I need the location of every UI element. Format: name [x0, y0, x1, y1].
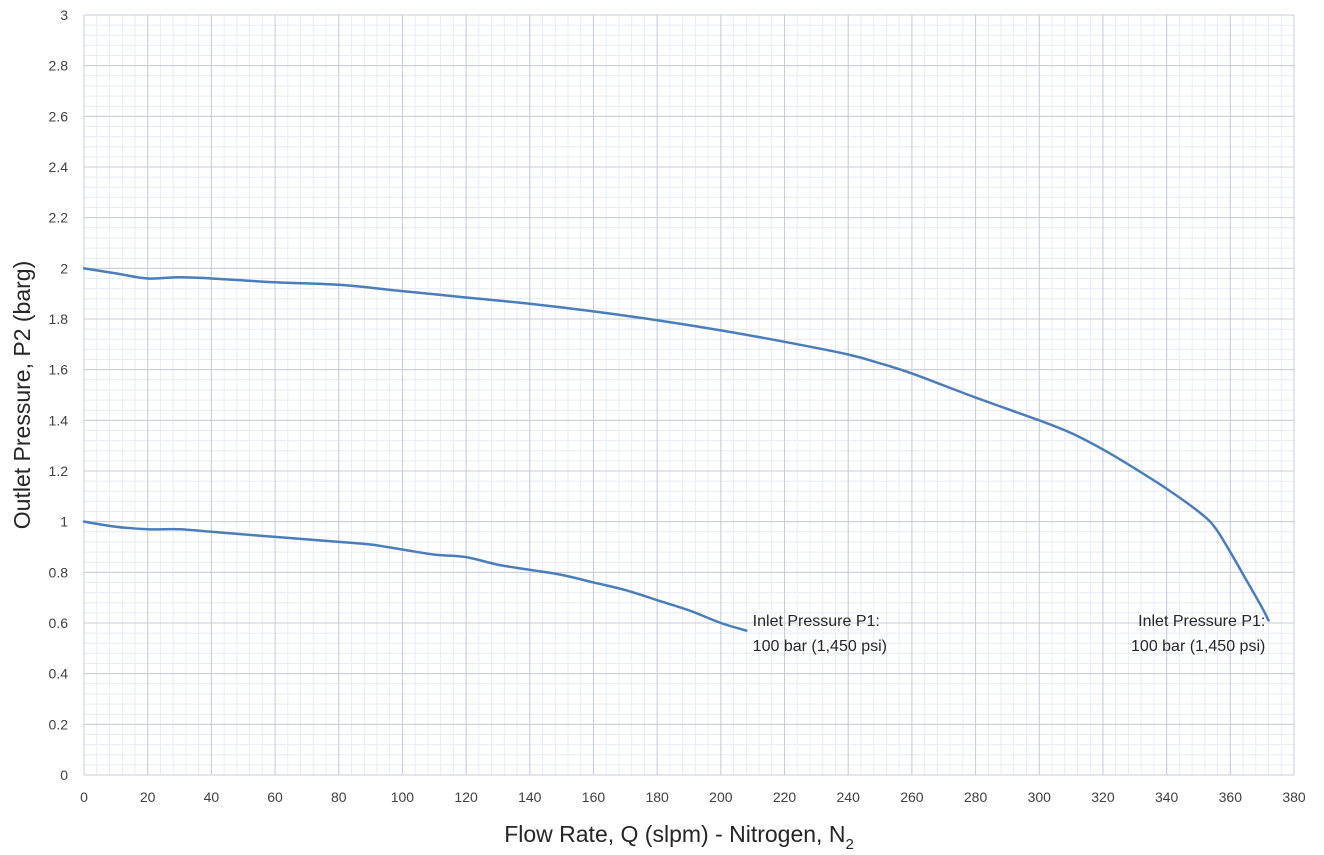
annotation-2-line-2: 100 bar (1,450 psi): [1131, 638, 1265, 655]
x-tick-label: 60: [267, 789, 283, 805]
series-layer: [82, 267, 1270, 632]
x-axis-title-main: Flow Rate, Q (slpm) - Nitrogen, N: [504, 821, 845, 847]
y-tick-label: 2.8: [49, 58, 69, 74]
y-tick-label: 1.6: [49, 362, 69, 378]
major-gridlines: [83, 14, 1295, 776]
x-tick-label: 340: [1155, 789, 1179, 805]
series-line-1: [82, 267, 1270, 622]
y-tick-label: 2.4: [49, 159, 69, 175]
x-tick-label: 180: [645, 789, 669, 805]
y-tick-label: 0: [60, 767, 68, 783]
x-tick-label: 0: [80, 789, 88, 805]
y-tick-label: 3: [60, 7, 68, 23]
x-axis-title: Flow Rate, Q (slpm) - Nitrogen, N2: [504, 821, 854, 853]
y-tick-label: 1.4: [49, 412, 69, 428]
x-axis-tick-labels: 0 20 40 60 80 100 120 140 160 180 200 220 240 260 280 3…: [80, 789, 1306, 805]
y-tick-label: 2: [60, 260, 68, 276]
y-tick-label: 1.2: [49, 463, 69, 479]
annotation-1-line-1: Inlet Pressure P1:: [753, 613, 880, 630]
x-tick-label: 80: [331, 789, 347, 805]
y-tick-label: 2.2: [49, 210, 69, 226]
x-tick-label: 280: [964, 789, 988, 805]
y-axis-tick-labels: 0 0.2 0.4 0.6 0.8 1 1.2 1.4 1.6 1.8 2 2.2 2.4 2.6 2.8 3: [49, 7, 69, 783]
y-tick-label: 1: [60, 514, 68, 530]
x-axis-title-subscript: 2: [845, 836, 853, 853]
y-tick-label: 0.2: [49, 716, 69, 732]
y-tick-label: 0.4: [49, 666, 69, 682]
x-tick-label: 360: [1219, 789, 1243, 805]
x-tick-label: 240: [837, 789, 861, 805]
x-tick-label: 200: [709, 789, 733, 805]
x-tick-label: 160: [582, 789, 606, 805]
x-tick-label: 100: [391, 789, 415, 805]
x-tick-label: 300: [1028, 789, 1052, 805]
x-tick-label: 380: [1282, 789, 1306, 805]
annotation-2-line-1: Inlet Pressure P1:: [1138, 613, 1265, 630]
annotation-layer: Inlet Pressure P1: 100 bar (1,450 psi) Inl…: [753, 613, 1266, 655]
x-tick-label: 140: [518, 789, 542, 805]
x-tick-label: 40: [204, 789, 220, 805]
x-tick-label: 120: [454, 789, 478, 805]
x-tick-label: 320: [1091, 789, 1115, 805]
y-axis-title: Outlet Pressure, P2 (barg): [9, 261, 35, 529]
x-tick-label: 20: [140, 789, 156, 805]
y-tick-label: 2.6: [49, 108, 69, 124]
annotation-1-line-2: 100 bar (1,450 psi): [753, 638, 887, 655]
x-tick-label: 260: [900, 789, 924, 805]
y-tick-label: 1.8: [49, 311, 69, 327]
y-tick-label: 0.6: [49, 615, 69, 631]
series-line-2: [82, 520, 748, 632]
x-tick-label: 220: [773, 789, 797, 805]
y-tick-label: 0.8: [49, 564, 69, 580]
